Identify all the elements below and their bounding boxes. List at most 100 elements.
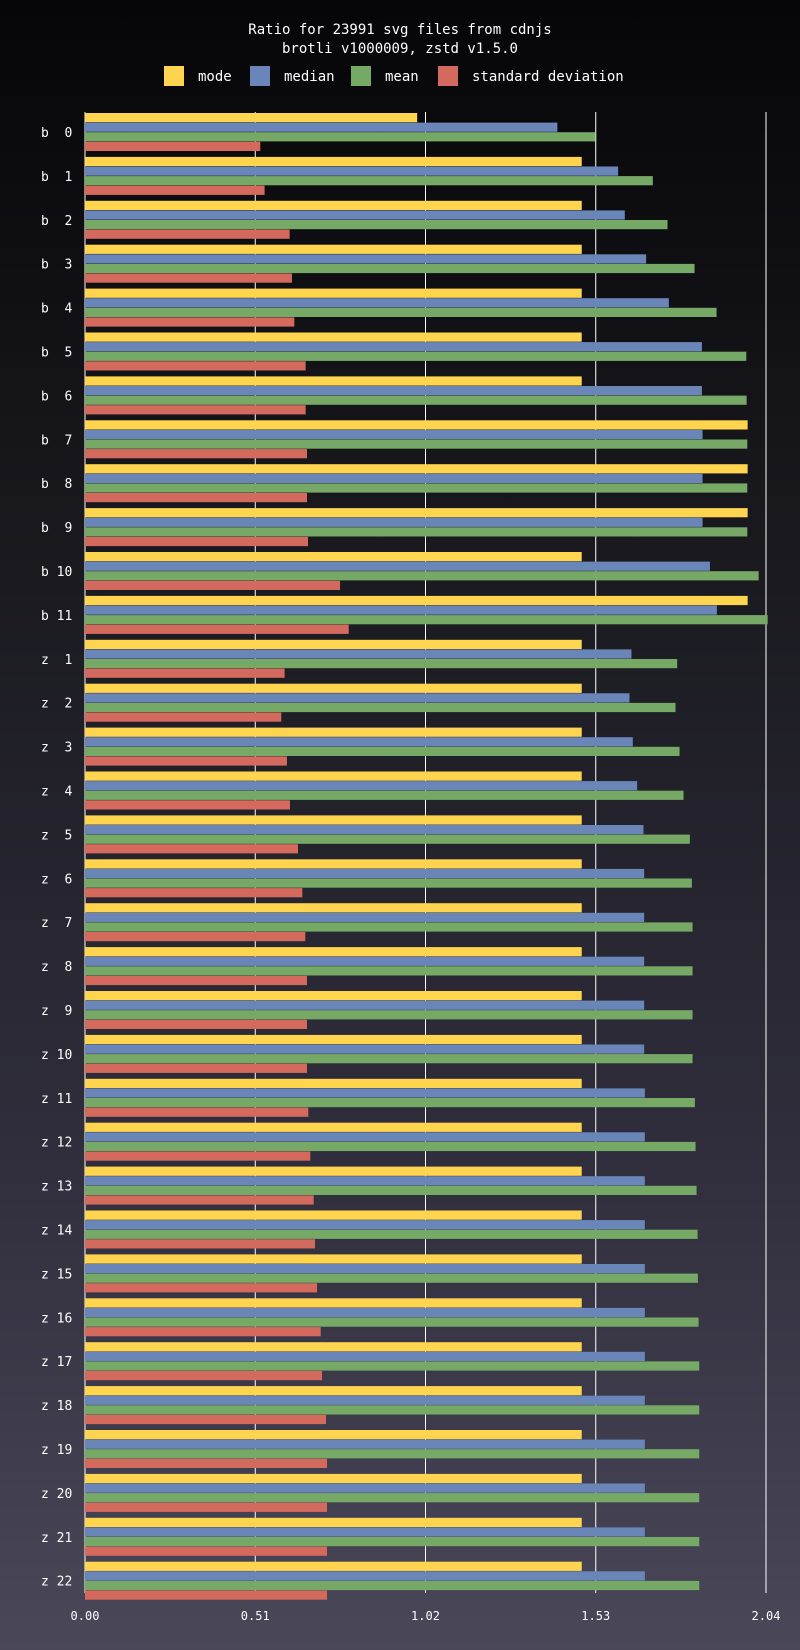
bar-standard-deviation-b-7 [85,449,307,459]
bar-mode-z-13 [85,1166,582,1176]
x-axis-ticks: 0.00 0.51 1.02 1.53 2.04 [71,1609,781,1623]
bar-median-z-4 [85,781,638,791]
bar-group-b-5 [85,332,747,371]
bar-median-z-15 [85,1264,645,1274]
category-label-z-8: z 8 [41,960,72,975]
bar-median-z-16 [85,1307,645,1318]
category-label-z-14: z 14 [41,1224,72,1239]
bar-mean-b-2 [85,220,668,230]
bar-mode-z-1 [85,639,582,649]
bar-median-z-6 [85,868,645,879]
category-label-z-13: z 13 [41,1180,72,1195]
category-label-b-3: b 3 [41,258,72,273]
bar-group-z-7 [85,903,693,942]
legend-swatch-median [250,66,270,86]
bar-mean-b-9 [85,527,748,537]
bar-median-z-17 [85,1351,645,1361]
bar-mode-z-8 [85,947,582,957]
legend-swatch-standard-deviation [438,66,458,86]
category-label-b-6: b 6 [41,389,72,404]
bar-mode-z-14 [85,1210,582,1220]
bar-mean-z-7 [85,922,693,932]
bar-median-z-20 [85,1483,645,1493]
legend-label-standard-deviation: standard deviation [472,69,624,85]
bar-mode-z-20 [85,1473,582,1484]
bar-group-z-5 [85,815,690,854]
bar-median-z-7 [85,912,645,922]
bar-group-z-2 [85,683,676,722]
bar-mode-b-3 [85,244,582,254]
bar-group-z-13 [85,1166,697,1205]
bar-standard-deviation-z-5 [85,844,298,854]
bar-group-b-11 [85,595,768,634]
bar-standard-deviation-z-18 [85,1414,327,1425]
bar-median-z-18 [85,1395,645,1405]
legend-label-median: median [284,69,335,85]
bar-group-z-1 [85,639,678,678]
bar-standard-deviation-b-11 [85,624,349,634]
bar-standard-deviation-z-11 [85,1107,309,1117]
bar-mean-b-8 [85,483,748,493]
bar-group-z-19 [85,1430,700,1468]
bar-mean-b-3 [85,263,695,274]
category-label-z-16: z 16 [41,1311,72,1326]
bar-group-z-12 [85,1122,696,1161]
category-label-b-2: b 2 [41,214,72,229]
bar-mean-z-20 [85,1493,700,1503]
bar-standard-deviation-z-20 [85,1502,328,1512]
bar-median-b-1 [85,166,619,176]
category-label-z-5: z 5 [41,828,72,843]
category-label-z-21: z 21 [41,1531,72,1546]
legend-label-mean: mean [385,69,419,85]
bar-median-z-3 [85,737,633,747]
bar-standard-deviation-b-0 [85,141,261,151]
x-tick-label-4: 2.04 [752,1609,781,1623]
bar-median-b-9 [85,517,703,527]
bar-standard-deviation-b-10 [85,580,341,590]
bar-mean-b-5 [85,351,747,361]
category-label-z-20: z 20 [41,1487,72,1502]
bar-median-b-5 [85,342,702,352]
bar-mode-z-2 [85,683,582,693]
bar-mean-z-15 [85,1273,698,1283]
bar-standard-deviation-b-4 [85,317,295,327]
bar-group-z-4 [85,771,684,810]
category-label-z-19: z 19 [41,1443,72,1458]
bar-standard-deviation-z-14 [85,1239,316,1249]
bar-standard-deviation-z-4 [85,800,290,810]
bar-median-b-4 [85,298,669,308]
bar-standard-deviation-z-1 [85,668,285,678]
bar-group-b-8 [85,464,748,503]
bar-mean-z-2 [85,702,676,713]
bar-mode-z-12 [85,1122,582,1132]
category-label-z-6: z 6 [41,872,72,887]
bar-median-z-12 [85,1132,645,1142]
bar-group-z-14 [85,1210,698,1249]
bar-mode-b-5 [85,332,582,342]
bar-mean-b-11 [85,615,768,625]
category-label-b-7: b 7 [41,433,72,448]
bar-median-z-2 [85,693,630,703]
bar-mode-b-0 [85,113,418,123]
category-label-z-15: z 15 [41,1267,72,1282]
legend-item-mean: mean [351,66,419,86]
bar-median-z-9 [85,1000,645,1010]
category-label-z-22: z 22 [41,1575,72,1590]
bar-group-b-0 [85,113,596,151]
bar-median-b-10 [85,561,710,571]
bar-standard-deviation-z-12 [85,1151,311,1161]
bar-mode-z-15 [85,1254,582,1264]
bar-mean-z-9 [85,1010,693,1020]
legend-swatch-mode [164,66,184,86]
bar-mode-b-4 [85,288,582,298]
bar-median-z-21 [85,1527,645,1537]
bar-mean-z-8 [85,966,693,976]
bar-standard-deviation-z-7 [85,932,306,942]
bar-median-b-7 [85,429,703,440]
legend-item-mode: mode [164,66,232,86]
bar-median-z-22 [85,1571,645,1581]
category-label-z-3: z 3 [41,741,72,756]
bar-mode-b-11 [85,595,748,606]
bar-mean-z-16 [85,1317,699,1327]
bar-standard-deviation-b-5 [85,361,306,371]
